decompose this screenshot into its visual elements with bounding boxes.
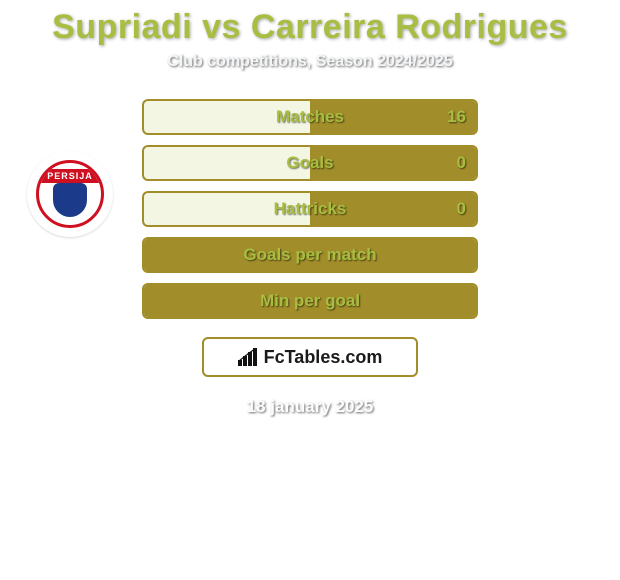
- stat-label: Matches: [276, 107, 344, 127]
- player-right-avatar-2: [510, 139, 610, 189]
- stat-row: Hattricks 0: [142, 191, 478, 227]
- club-left-name: PERSIJA: [39, 169, 101, 183]
- club-left-logo: PERSIJA: [27, 151, 113, 237]
- stat-row: Goals per match: [142, 237, 478, 273]
- player-left-avatar: [10, 87, 110, 137]
- stats-list: Matches 16 Goals 0 Hattricks 0 Goals per match…: [142, 99, 478, 319]
- stat-row: Min per goal: [142, 283, 478, 319]
- club-left-shield-icon: [53, 183, 87, 217]
- stat-value-right: 0: [457, 153, 466, 173]
- bar-chart-icon: [238, 348, 260, 366]
- stat-value-right: 16: [447, 107, 466, 127]
- stat-row: Goals 0: [142, 145, 478, 181]
- page-title: Supriadi vs Carreira Rodrigues: [0, 0, 620, 53]
- comparison-block: PERSIJA Matches 16 Goals 0 Hattricks 0 Goals p…: [0, 99, 620, 417]
- snapshot-date: 18 january 2025: [0, 397, 620, 417]
- stat-bar-right: [310, 147, 476, 179]
- stat-row: Matches 16: [142, 99, 478, 135]
- stat-label: Goals per match: [243, 245, 376, 265]
- stat-value-right: 0: [457, 199, 466, 219]
- stat-label: Goals: [286, 153, 333, 173]
- stat-label: Hattricks: [274, 199, 347, 219]
- branding-badge: FcTables.com: [202, 337, 418, 377]
- stat-label: Min per goal: [260, 291, 360, 311]
- player-right-avatar-1: [510, 87, 610, 137]
- branding-text: FcTables.com: [264, 347, 383, 368]
- club-left-logo-inner: PERSIJA: [36, 160, 104, 228]
- page-subtitle: Club competitions, Season 2024/2025: [0, 53, 620, 71]
